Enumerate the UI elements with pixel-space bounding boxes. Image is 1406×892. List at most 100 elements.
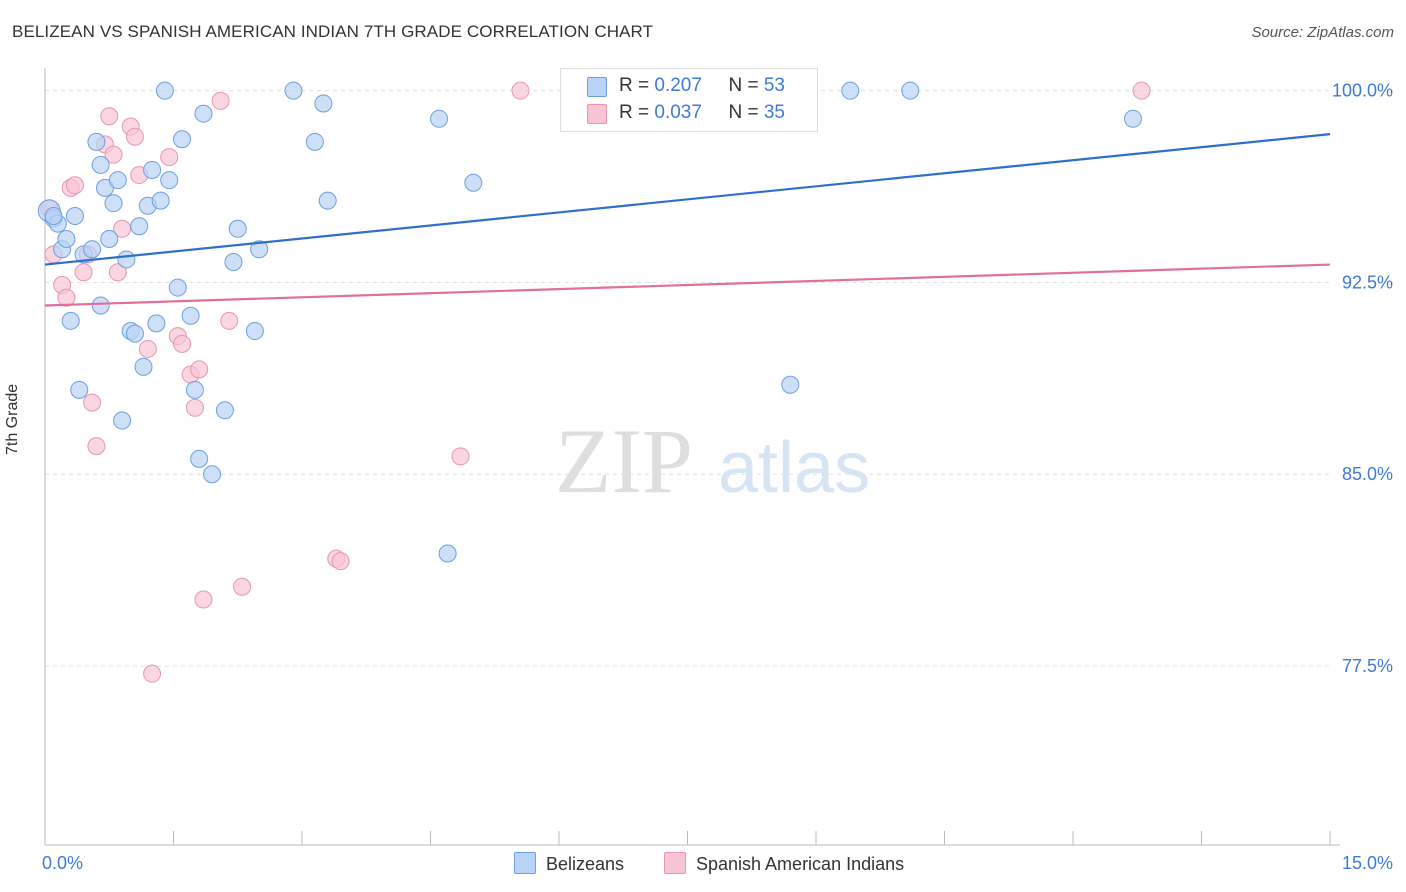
legend-label-spanish-american-indians: Spanish American Indians bbox=[696, 854, 905, 874]
legend-swatch-blue bbox=[587, 77, 607, 97]
watermark-zip: ZIP bbox=[555, 410, 693, 512]
belizean-point bbox=[108, 171, 127, 190]
belizean-point bbox=[168, 278, 187, 297]
belizean-point bbox=[61, 311, 80, 330]
belizean-point bbox=[228, 219, 247, 238]
belizean-point bbox=[224, 253, 243, 272]
belizean-point bbox=[284, 81, 303, 100]
belizean-point bbox=[203, 465, 222, 484]
y-tick-label: 77.5% bbox=[1342, 656, 1393, 676]
belizean-point bbox=[117, 250, 136, 269]
belizean-point bbox=[87, 132, 106, 151]
belizean-point bbox=[215, 401, 234, 420]
belizean-point bbox=[245, 322, 264, 341]
belizean-point bbox=[841, 81, 860, 100]
belizean-point bbox=[100, 229, 119, 248]
belizean-point bbox=[430, 109, 449, 128]
belizean-point bbox=[70, 380, 89, 399]
belizean-point bbox=[91, 155, 110, 174]
chart-title: BELIZEAN VS SPANISH AMERICAN INDIAN 7TH … bbox=[12, 22, 654, 41]
legend-swatch-pink bbox=[664, 852, 686, 874]
axes bbox=[44, 68, 1340, 846]
legend-r-value: 0.037 bbox=[654, 102, 702, 123]
spanish-american-indian-point bbox=[1132, 81, 1151, 100]
series-spanish-american-indians bbox=[40, 81, 1151, 683]
y-tick-labels: 100.0% 92.5% 85.0% 77.5% bbox=[1332, 81, 1393, 676]
spanish-american-indian-point bbox=[138, 339, 157, 358]
legend-n-label: N = bbox=[728, 102, 764, 123]
spanish-american-indians-trend-line bbox=[44, 263, 1331, 307]
legend-n-value: 53 bbox=[763, 75, 785, 96]
legend-n-value: 35 bbox=[763, 102, 785, 123]
legend-r-label: R = bbox=[619, 75, 655, 96]
x-tick-labels: 0.0% 15.0% bbox=[42, 853, 1393, 873]
legend-r-value: 0.207 bbox=[654, 75, 702, 96]
spanish-american-indian-point bbox=[220, 311, 239, 330]
spanish-american-indian-point bbox=[331, 552, 350, 571]
spanish-american-indian-point bbox=[100, 107, 119, 126]
spanish-american-indian-point bbox=[451, 447, 470, 466]
watermark-atlas: atlas bbox=[718, 428, 870, 508]
belizean-point bbox=[901, 81, 920, 100]
bottom-legend-spanish-american-indians: Spanish American Indians bbox=[664, 852, 904, 875]
y-tick-label: 92.5% bbox=[1342, 272, 1393, 292]
spanish-american-indian-point bbox=[104, 145, 123, 164]
belizean-point bbox=[173, 130, 192, 149]
belizean-point bbox=[130, 217, 149, 236]
spanish-american-indian-point bbox=[143, 664, 162, 683]
spanish-american-indian-point bbox=[211, 91, 230, 110]
belizean-point bbox=[44, 206, 63, 225]
legend-swatch-blue bbox=[514, 852, 536, 874]
legend-swatch-pink bbox=[587, 104, 607, 124]
belizean-point bbox=[781, 375, 800, 394]
spanish-american-indian-point bbox=[65, 176, 84, 195]
spanish-american-indian-point bbox=[173, 334, 192, 353]
belizean-point bbox=[91, 296, 110, 315]
legend-n-label: N = bbox=[728, 75, 764, 96]
belizean-point bbox=[305, 132, 324, 151]
belizean-point bbox=[318, 191, 337, 210]
correlation-legend: R = 0.207 N = 53 R = 0.037 N = 35 bbox=[560, 68, 818, 132]
bottom-legend-belizeans: Belizeans bbox=[514, 852, 624, 875]
belizeans-trend-line bbox=[44, 133, 1331, 266]
spanish-american-indian-point bbox=[194, 590, 213, 609]
spanish-american-indian-point bbox=[108, 263, 127, 282]
belizean-point bbox=[160, 171, 179, 190]
belizean-point bbox=[1123, 109, 1142, 128]
belizean-point bbox=[185, 380, 204, 399]
legend-label-belizeans: Belizeans bbox=[546, 854, 625, 874]
spanish-american-indian-point bbox=[185, 398, 204, 417]
belizean-point bbox=[83, 240, 102, 259]
belizean-point bbox=[155, 81, 174, 100]
belizean-point bbox=[65, 206, 84, 225]
belizean-point bbox=[314, 94, 333, 113]
belizean-point bbox=[147, 314, 166, 333]
spanish-american-indian-point bbox=[160, 148, 179, 167]
spanish-american-indian-point bbox=[83, 393, 102, 412]
belizean-point bbox=[438, 544, 457, 563]
belizean-point bbox=[134, 357, 153, 376]
belizean-point bbox=[464, 173, 483, 192]
x-tick-label: 0.0% bbox=[42, 853, 83, 873]
spanish-american-indian-point bbox=[233, 577, 252, 596]
series-belizeans bbox=[37, 81, 1142, 563]
belizean-point bbox=[113, 411, 132, 430]
spanish-american-indian-point bbox=[87, 437, 106, 456]
legend-r-label: R = bbox=[619, 102, 655, 123]
belizean-point bbox=[194, 104, 213, 123]
y-tick-label: 85.0% bbox=[1342, 464, 1393, 484]
spanish-american-indian-point bbox=[113, 219, 132, 238]
trend-lines bbox=[44, 133, 1331, 307]
belizean-point bbox=[190, 449, 209, 468]
y-tick-label: 100.0% bbox=[1332, 81, 1393, 101]
spanish-american-indian-point bbox=[74, 263, 93, 282]
belizean-point bbox=[125, 324, 144, 343]
belizean-point bbox=[151, 191, 170, 210]
spanish-american-indian-point bbox=[57, 288, 76, 307]
source-credit: Source: ZipAtlas.com bbox=[1251, 24, 1394, 41]
belizean-point bbox=[181, 306, 200, 325]
belizean-point bbox=[250, 240, 269, 259]
belizean-point bbox=[57, 229, 76, 248]
belizean-point bbox=[104, 194, 123, 213]
